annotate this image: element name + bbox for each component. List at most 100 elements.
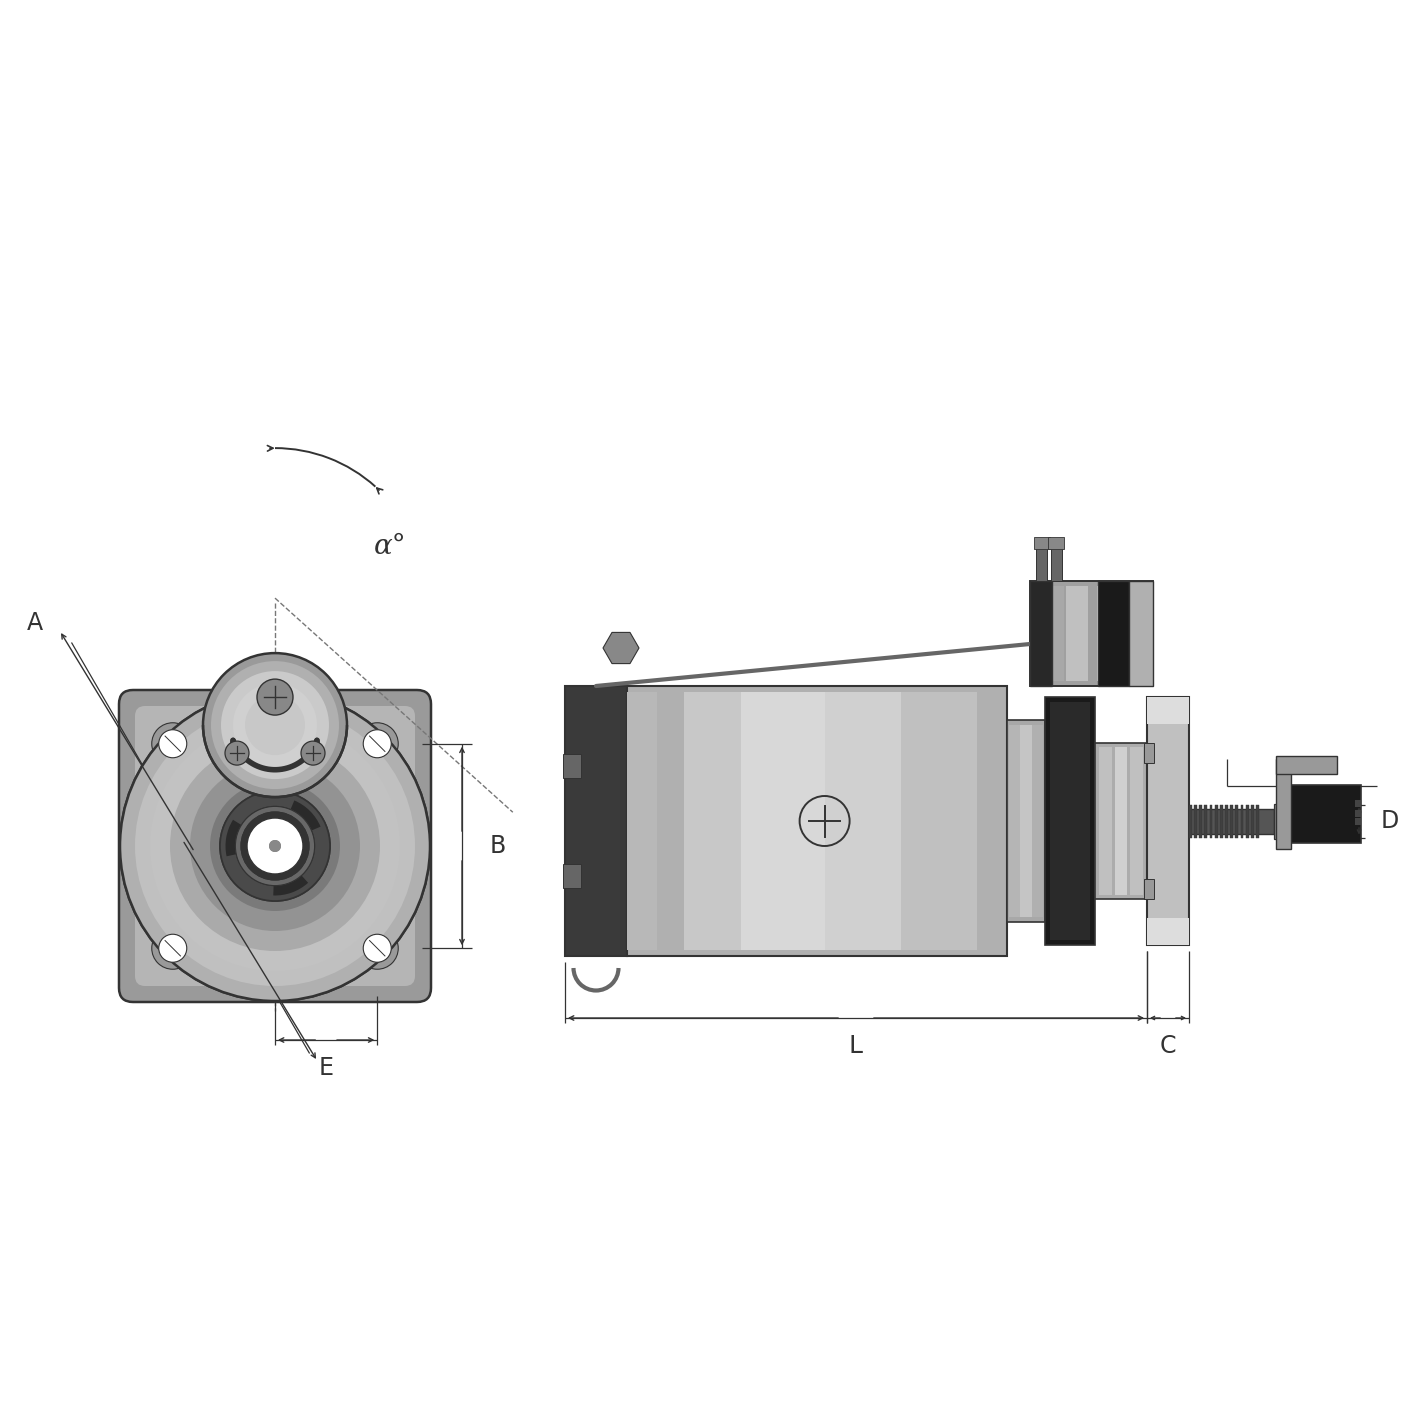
Bar (1115, 747, 1128, 896)
Wedge shape (225, 820, 276, 856)
Bar (1031, 581, 1052, 686)
Bar (1225, 804, 1227, 838)
Circle shape (240, 813, 309, 880)
Circle shape (135, 706, 415, 986)
Circle shape (152, 723, 194, 765)
Circle shape (120, 690, 430, 1001)
Text: E: E (319, 1056, 333, 1080)
Bar (1236, 804, 1239, 838)
Circle shape (225, 741, 249, 765)
Circle shape (219, 792, 330, 901)
Wedge shape (273, 846, 308, 896)
Bar (1246, 804, 1249, 838)
FancyBboxPatch shape (120, 690, 432, 1002)
Circle shape (247, 818, 304, 875)
Circle shape (356, 723, 398, 765)
Bar (1230, 804, 1233, 838)
Circle shape (150, 721, 399, 972)
Bar (683, 692, 761, 950)
Wedge shape (276, 846, 297, 882)
Bar (1277, 759, 1291, 849)
Polygon shape (603, 633, 638, 664)
Bar (1036, 541, 1047, 581)
Bar (1189, 808, 1274, 834)
Bar (562, 865, 581, 889)
Bar (1010, 724, 1021, 917)
Bar (1098, 581, 1129, 686)
Bar (1256, 804, 1258, 838)
Circle shape (269, 839, 281, 852)
Bar (1047, 537, 1064, 548)
Bar (1066, 586, 1088, 681)
Bar (1199, 804, 1202, 838)
Circle shape (219, 792, 330, 901)
Circle shape (247, 818, 304, 875)
Bar (1291, 785, 1361, 844)
Wedge shape (273, 846, 308, 896)
Circle shape (356, 927, 398, 969)
Bar (1355, 810, 1361, 817)
Bar (1277, 756, 1337, 773)
Circle shape (233, 683, 316, 768)
Text: α°: α° (374, 533, 406, 560)
FancyBboxPatch shape (135, 706, 415, 986)
Bar (1032, 724, 1043, 917)
Circle shape (202, 654, 347, 797)
Circle shape (120, 690, 430, 1001)
Circle shape (240, 813, 309, 880)
Circle shape (301, 741, 325, 765)
Circle shape (363, 730, 391, 758)
Bar (1189, 804, 1192, 838)
Bar (1007, 720, 1045, 922)
Circle shape (211, 661, 339, 789)
Circle shape (190, 761, 360, 931)
Bar (1220, 804, 1223, 838)
Bar (562, 754, 581, 778)
Bar (1122, 586, 1143, 681)
Bar (741, 692, 837, 950)
Bar (1033, 537, 1050, 548)
Text: L: L (849, 1033, 863, 1057)
Bar (1097, 586, 1119, 681)
Circle shape (257, 679, 292, 716)
Wedge shape (276, 800, 321, 846)
Circle shape (221, 671, 329, 779)
Bar (627, 692, 657, 950)
Bar (1251, 804, 1254, 838)
Bar (1050, 702, 1090, 941)
Bar (1294, 806, 1329, 837)
Circle shape (209, 780, 340, 911)
Bar (1194, 804, 1197, 838)
Circle shape (245, 695, 305, 755)
Bar (1130, 747, 1143, 896)
Text: A: A (27, 610, 42, 634)
Circle shape (209, 780, 340, 911)
Bar (1205, 804, 1208, 838)
Wedge shape (276, 800, 321, 846)
Bar (1144, 742, 1154, 762)
Bar (1031, 581, 1153, 686)
Text: D: D (1381, 808, 1399, 832)
Bar (1274, 803, 1294, 838)
Bar (627, 686, 1007, 956)
Circle shape (170, 741, 380, 950)
Wedge shape (239, 830, 276, 851)
Circle shape (159, 934, 187, 962)
Bar (1355, 800, 1361, 807)
Wedge shape (225, 820, 276, 856)
Circle shape (152, 927, 194, 969)
Bar (1147, 697, 1189, 724)
Bar (565, 686, 627, 956)
Circle shape (159, 730, 187, 758)
Bar (1129, 581, 1153, 686)
Bar (1355, 818, 1361, 825)
Circle shape (190, 761, 360, 931)
Bar (1021, 724, 1032, 917)
Bar (1042, 586, 1063, 681)
Bar (1209, 804, 1212, 838)
Text: C: C (1160, 1033, 1177, 1057)
Bar (901, 692, 977, 950)
Circle shape (170, 741, 380, 950)
Circle shape (135, 706, 415, 986)
Text: B: B (491, 834, 506, 858)
